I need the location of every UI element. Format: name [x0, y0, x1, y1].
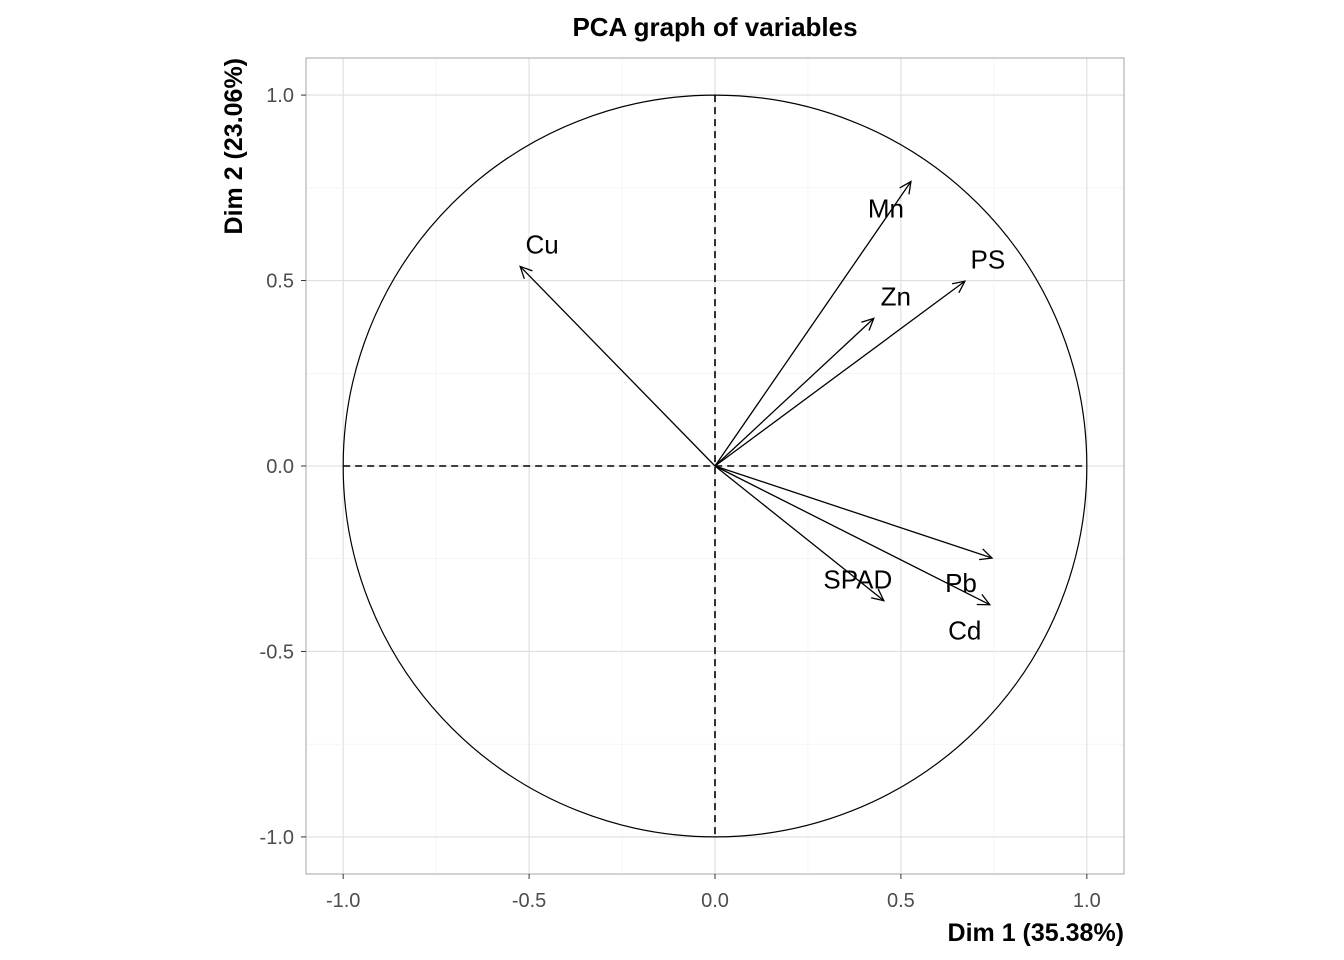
arrow-cu	[519, 265, 716, 467]
arrow-mn	[714, 181, 912, 467]
chart-title: PCA graph of variables	[572, 12, 857, 42]
variable-label-cd: Cd	[948, 616, 981, 646]
arrow-ps	[714, 280, 966, 467]
arrowhead-spad	[870, 588, 885, 602]
arrowhead-pb	[979, 548, 994, 561]
arrow-spad	[714, 465, 885, 602]
y-tick-label: -1.0	[260, 827, 294, 849]
variable-label-zn: Zn	[881, 281, 911, 311]
variable-label-mn: Mn	[868, 194, 904, 224]
arrowhead-cu	[519, 265, 533, 279]
x-tick-label: 0.5	[887, 890, 915, 912]
y-tick-label: 1.0	[266, 85, 294, 107]
x-tick-label: 1.0	[1073, 890, 1101, 912]
x-axis-title: Dim 1 (35.38%)	[948, 919, 1124, 947]
arrowhead-cd	[976, 594, 992, 606]
variable-label-pb: Pb	[945, 568, 977, 598]
y-tick-label: 0.5	[266, 271, 294, 293]
arrowhead-ps	[951, 280, 967, 294]
plot-panel: -1.0 -0.5 0.0 0.5 1.0 -1.0 -0.5 0.0 0.5 1.0 Cu Mn PS…	[260, 57, 1125, 912]
x-tick-label: -1.0	[326, 890, 360, 912]
x-tick-label: 0.0	[701, 890, 729, 912]
y-axis-title: Dim 2 (23.06%)	[220, 58, 248, 234]
variable-label-cu: Cu	[526, 229, 559, 259]
x-tick-label: -0.5	[512, 890, 546, 912]
variable-label-ps: PS	[971, 244, 1006, 274]
arrow-cd	[714, 465, 991, 606]
arrowhead-mn	[899, 180, 912, 195]
arrowhead-zn	[861, 317, 875, 331]
y-tick-label: 0.0	[266, 456, 294, 478]
arrow-pb	[714, 465, 993, 559]
variable-label-spad: SPAD	[823, 565, 892, 595]
arrow-zn	[714, 317, 875, 467]
y-tick-label: -0.5	[260, 641, 294, 663]
